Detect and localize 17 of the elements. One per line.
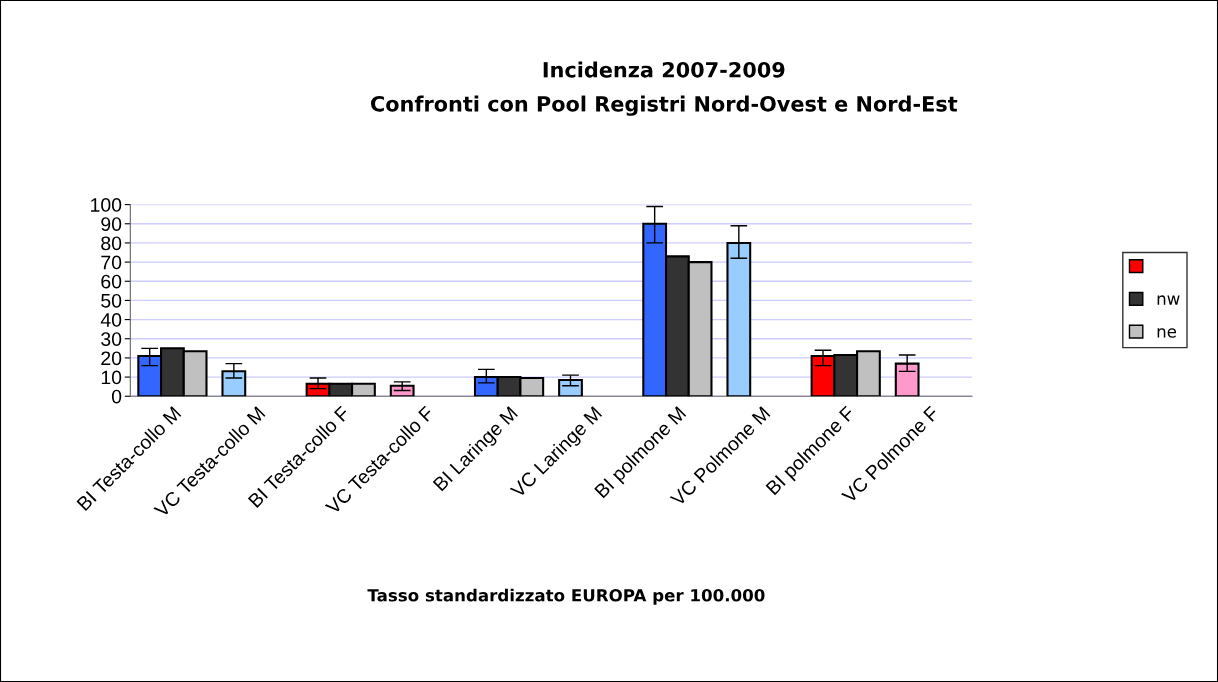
legend-label: nw xyxy=(1157,295,1180,305)
y-tick-label: 30 xyxy=(101,332,122,346)
y-tick-label: 10 xyxy=(101,370,122,385)
x-axis-title: Tasso standardizzato EUROPA per 100.000 xyxy=(367,588,765,605)
y-tick-label: 80 xyxy=(101,236,122,251)
y-tick-label: 0 xyxy=(111,389,122,404)
y-tick-label: 70 xyxy=(101,255,122,270)
y-tick-label: 90 xyxy=(101,217,122,231)
y-tick-label: 50 xyxy=(101,293,122,308)
y-tick-label: 20 xyxy=(101,351,122,366)
y-tick-label: 100 xyxy=(91,198,122,212)
y-tick-label: 40 xyxy=(100,313,122,327)
bar xyxy=(558,378,583,397)
legend-label: ne xyxy=(1157,328,1177,338)
chart-title: Incidenza 2007-2009 xyxy=(543,61,785,78)
chart-subtitle: Confronti con Pool Registri Nord-Ovest e Nord-Est xyxy=(370,95,958,116)
y-tick-label: 60 xyxy=(101,274,122,289)
